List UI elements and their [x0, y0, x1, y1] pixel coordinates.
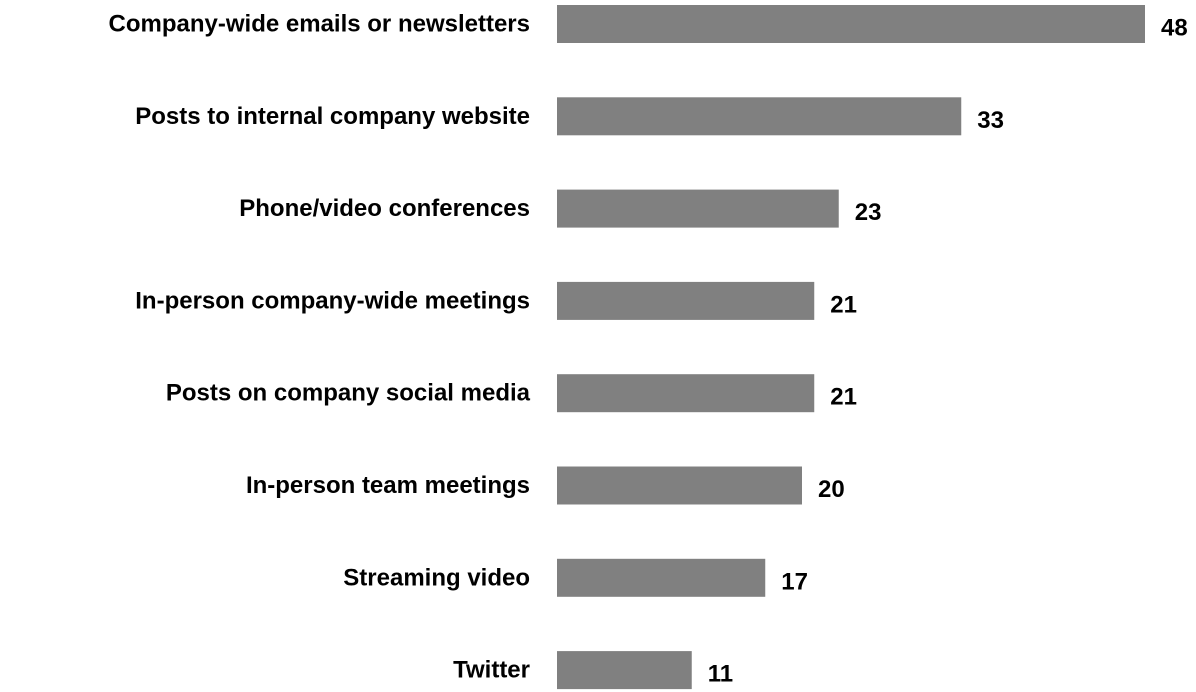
bar: [557, 466, 802, 505]
category-label: Phone/video conferences: [239, 195, 530, 222]
bar: [557, 281, 815, 320]
data-label: 11: [708, 661, 733, 688]
data-label: 21: [830, 384, 857, 411]
bar: [557, 374, 815, 413]
bar: [557, 5, 1145, 43]
data-label: 21: [830, 291, 857, 318]
data-label: 23: [855, 199, 882, 226]
data-label: 33: [977, 107, 1004, 134]
bar: [557, 97, 962, 136]
bar: [557, 651, 692, 690]
category-label: Streaming video: [343, 564, 530, 591]
category-label: Posts to internal company website: [135, 103, 530, 130]
data-label: 20: [818, 476, 845, 503]
bar: [557, 189, 839, 228]
category-label: Company-wide emails or newsletters: [109, 11, 530, 38]
data-label: 17: [781, 568, 808, 595]
category-label: Posts on company social media: [166, 380, 531, 407]
bars-layer: Company-wide emails or newsletters 48 Post…: [109, 5, 1188, 690]
data-label: 48: [1161, 15, 1188, 42]
category-label: In-person team meetings: [246, 472, 530, 499]
category-label: In-person company-wide meetings: [135, 287, 530, 314]
category-label: Twitter: [453, 657, 530, 684]
bar: [557, 558, 766, 597]
